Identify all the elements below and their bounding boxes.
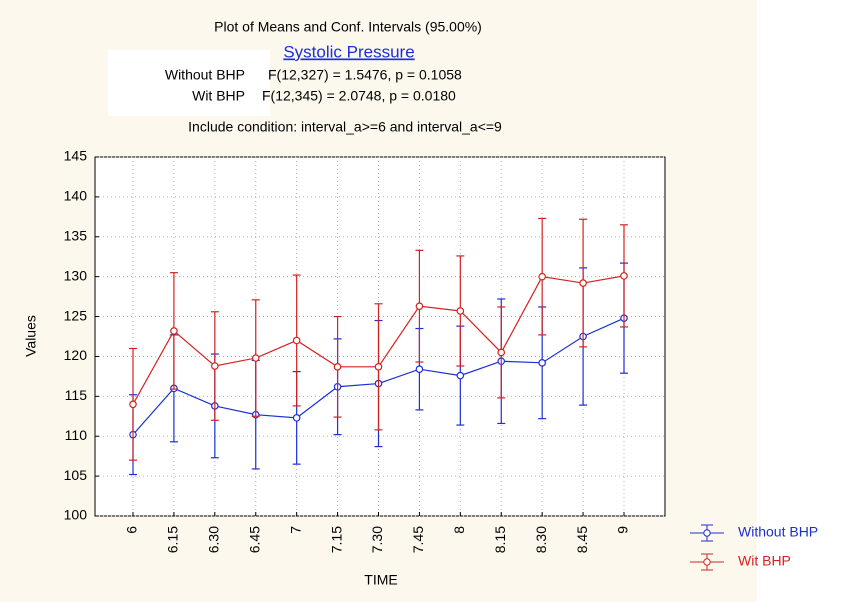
- legend-label: Without BHP: [738, 524, 818, 540]
- y-tick-label: 120: [64, 347, 88, 363]
- x-tick-label: 6: [124, 526, 140, 534]
- data-point: [538, 359, 546, 367]
- stats-group: Without BHP: [165, 67, 245, 83]
- note: Include condition: interval_a>=6 and int…: [188, 119, 502, 135]
- legend-label: Wit BHP: [738, 553, 791, 569]
- stats-test: F(12,327) = 1.5476, p = 0.1058: [268, 67, 462, 83]
- x-tick-label: 8.15: [492, 526, 508, 553]
- y-tick-label: 135: [64, 227, 88, 243]
- plot-area: [94, 156, 666, 517]
- x-axis-label: TIME: [364, 572, 397, 588]
- data-point: [456, 307, 465, 315]
- data-point: [456, 371, 465, 380]
- x-tick-label: 9: [615, 526, 631, 534]
- data-point: [497, 348, 506, 357]
- legend-symbol: [703, 558, 711, 566]
- data-point: [129, 400, 137, 409]
- data-point: [579, 279, 587, 287]
- x-tick-label: 7.15: [328, 526, 344, 553]
- data-point: [415, 302, 424, 310]
- data-point: [292, 336, 301, 345]
- x-tick-label: 8: [451, 526, 467, 534]
- data-point: [292, 414, 301, 422]
- y-tick-label: 140: [64, 188, 88, 204]
- y-tick-label: 100: [64, 507, 88, 523]
- data-point: [251, 354, 260, 362]
- x-tick-label: 7: [287, 526, 303, 534]
- y-tick-label: 105: [64, 467, 88, 483]
- y-tick-label: 125: [64, 307, 88, 323]
- stats-box: [108, 50, 270, 116]
- y-axis-label: Values: [23, 315, 39, 357]
- data-point: [538, 272, 546, 281]
- legend-symbol: [703, 529, 711, 537]
- data-point: [374, 363, 383, 371]
- x-tick-label: 8.45: [574, 526, 590, 553]
- x-tick-label: 7.45: [410, 526, 426, 553]
- data-point: [333, 363, 342, 371]
- chart-title: Plot of Means and Conf. Intervals (95.00…: [214, 19, 482, 35]
- stats-group: Wit BHP: [192, 88, 245, 104]
- data-point: [211, 362, 219, 370]
- x-tick-label: 6.30: [206, 526, 222, 553]
- y-tick-label: 110: [65, 427, 88, 443]
- x-tick-label: 6.45: [246, 526, 262, 553]
- data-point: [620, 272, 628, 280]
- data-point: [415, 365, 424, 374]
- x-tick-label: 6.15: [165, 526, 181, 553]
- x-tick-label: 7.30: [369, 526, 385, 553]
- chart-subtitle: Systolic Pressure: [283, 42, 414, 61]
- data-point: [170, 327, 178, 335]
- y-tick-label: 130: [64, 267, 88, 283]
- y-tick-label: 145: [64, 148, 88, 164]
- y-tick-label: 115: [65, 387, 88, 403]
- stats-test: F(12,345) = 2.0748, p = 0.0180: [262, 88, 456, 104]
- x-tick-label: 8.30: [533, 526, 549, 553]
